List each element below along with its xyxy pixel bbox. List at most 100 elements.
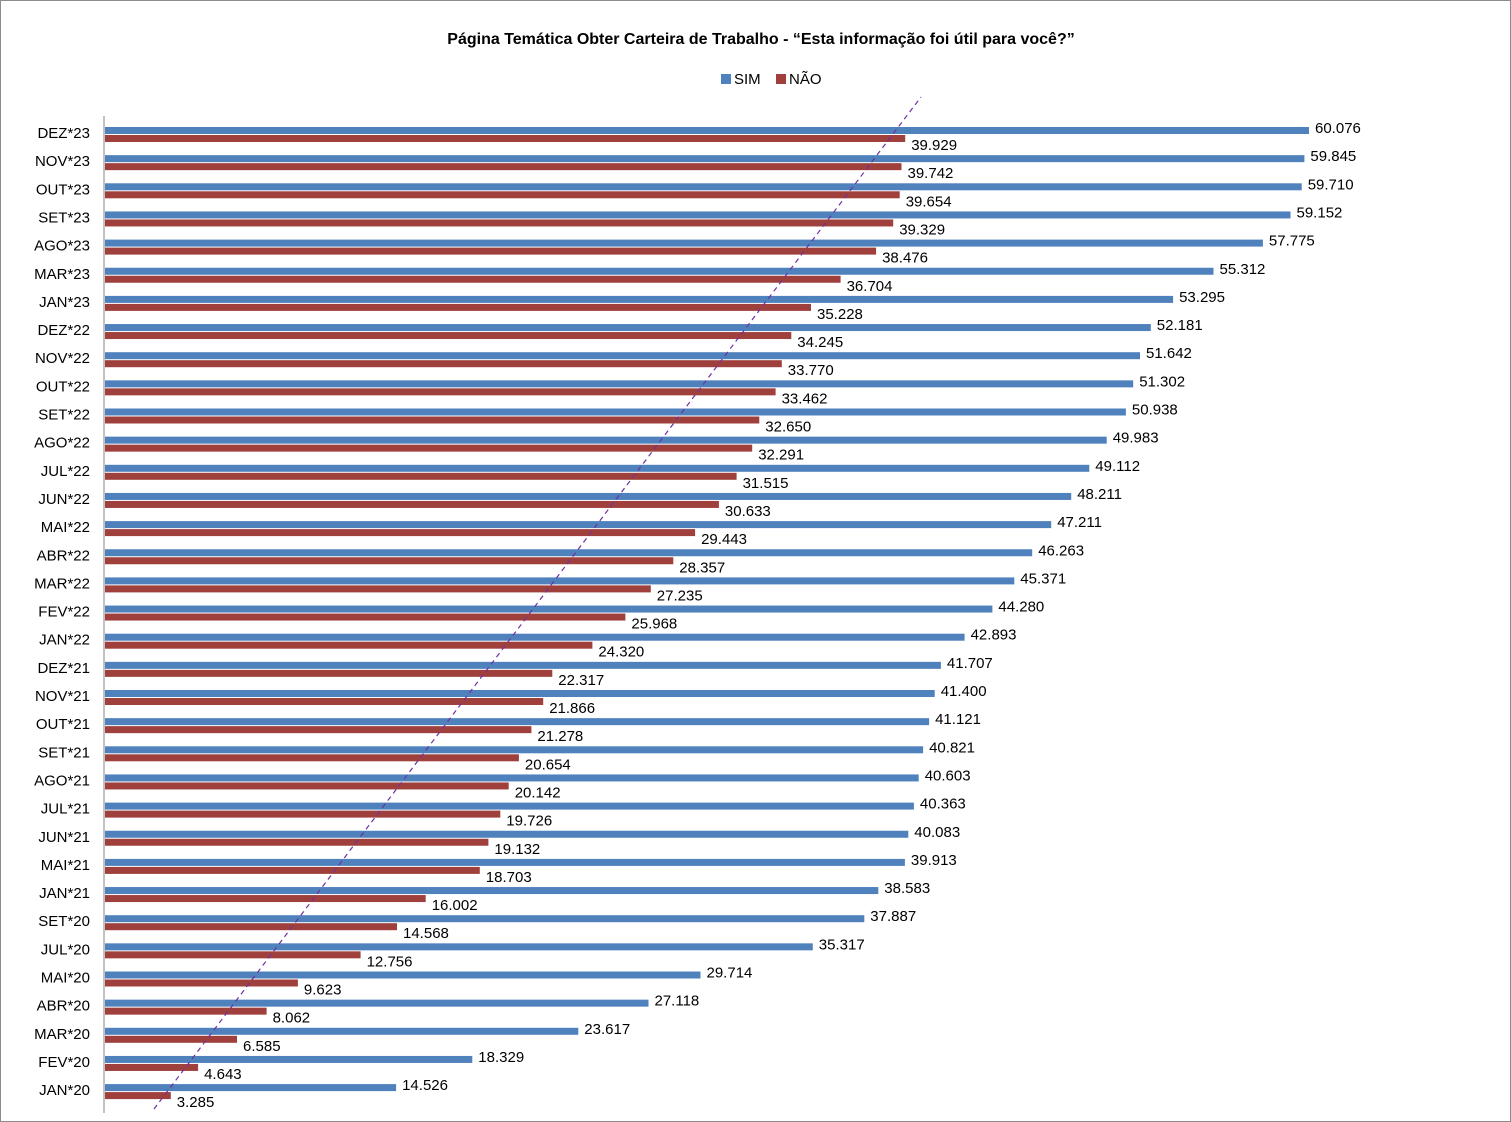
value-label-sim-abr-20: 27.118 xyxy=(655,993,700,1010)
category-label-dez-23: DEZ*23 xyxy=(37,125,90,142)
value-label-sim-nov-22: 51.642 xyxy=(1146,345,1192,362)
bar-sim-out-21 xyxy=(105,718,930,726)
bar-nao-ago-21 xyxy=(105,782,509,790)
bar-sim-jul-22 xyxy=(105,464,1090,472)
value-label-sim-mai-20: 29.714 xyxy=(707,965,753,982)
value-label-nao-abr-20: 8.062 xyxy=(273,1010,311,1027)
category-label-dez-22: DEZ*22 xyxy=(37,322,90,339)
bar-nao-nov-21 xyxy=(105,698,544,705)
category-label-fev-22: FEV*22 xyxy=(38,604,90,621)
bar-nao-out-23 xyxy=(105,191,900,199)
value-label-sim-dez-22: 52.181 xyxy=(1157,317,1203,334)
bar-nao-abr-22 xyxy=(105,557,674,565)
bar-sim-dez-23 xyxy=(105,127,1309,134)
bar-sim-fev-22 xyxy=(105,605,993,613)
category-label-jun-21: JUN*21 xyxy=(38,829,90,846)
bar-sim-set-20 xyxy=(105,915,865,923)
value-label-nao-set-20: 14.568 xyxy=(403,925,449,942)
value-label-nao-jun-21: 19.132 xyxy=(494,841,540,858)
bar-nao-jun-21 xyxy=(105,838,489,846)
category-label-jul-22: JUL*22 xyxy=(41,463,90,480)
bar-sim-jan-22 xyxy=(105,633,965,641)
bar-nao-fev-22 xyxy=(105,613,626,621)
value-label-sim-jan-20: 14.526 xyxy=(402,1077,448,1094)
value-label-nao-jun-22: 30.633 xyxy=(725,503,771,520)
bar-nao-mar-23 xyxy=(105,275,841,283)
value-label-sim-jul-21: 40.363 xyxy=(920,796,966,813)
value-label-sim-mar-23: 55.312 xyxy=(1220,261,1266,278)
bar-nao-jan-22 xyxy=(105,641,593,649)
category-label-nov-22: NOV*22 xyxy=(35,350,90,367)
bar-sim-jun-21 xyxy=(105,830,909,838)
value-label-nao-jul-22: 31.515 xyxy=(743,475,789,492)
value-label-nao-jan-20: 3.285 xyxy=(177,1094,215,1111)
category-label-set-23: SET*23 xyxy=(38,209,90,226)
category-label-nov-23: NOV*23 xyxy=(35,153,90,170)
legend-label-sim: SIM xyxy=(734,71,761,88)
value-label-sim-jan-21: 38.583 xyxy=(884,880,930,897)
bar-nao-dez-22 xyxy=(105,332,792,340)
bar-nao-jul-22 xyxy=(105,472,737,480)
bar-nao-mai-20 xyxy=(105,979,298,987)
value-label-nao-nov-22: 33.770 xyxy=(788,362,834,379)
value-label-sim-fev-20: 18.329 xyxy=(478,1049,524,1066)
value-label-sim-ago-21: 40.603 xyxy=(925,767,971,784)
category-label-mai-22: MAI*22 xyxy=(41,519,90,536)
bar-nao-out-21 xyxy=(105,726,532,734)
legend-label-nao: NÃO xyxy=(789,71,822,88)
value-label-nao-mar-22: 27.235 xyxy=(657,587,703,604)
bar-sim-set-21 xyxy=(105,746,924,754)
value-label-sim-ago-23: 57.775 xyxy=(1269,233,1315,250)
bar-nao-mar-22 xyxy=(105,585,651,593)
value-label-sim-out-22: 51.302 xyxy=(1139,373,1185,390)
value-label-nao-mai-22: 29.443 xyxy=(701,531,747,548)
bar-sim-ago-22 xyxy=(105,436,1107,444)
category-label-out-22: OUT*22 xyxy=(36,378,90,395)
value-label-sim-set-21: 40.821 xyxy=(929,739,975,756)
bar-nao-jan-21 xyxy=(105,895,426,903)
value-label-sim-nov-23: 59.845 xyxy=(1310,148,1356,165)
value-label-sim-fev-22: 44.280 xyxy=(998,599,1044,616)
category-label-fev-20: FEV*20 xyxy=(38,1054,90,1071)
bar-sim-dez-21 xyxy=(105,661,941,669)
value-label-nao-jan-22: 24.320 xyxy=(598,644,644,661)
bar-sim-jan-20 xyxy=(105,1084,397,1092)
category-label-ago-22: AGO*22 xyxy=(34,435,90,452)
value-label-sim-mai-22: 47.211 xyxy=(1057,514,1102,531)
value-label-nao-nov-23: 39.742 xyxy=(908,165,954,182)
bar-nao-jun-22 xyxy=(105,500,719,508)
bar-sim-jul-21 xyxy=(105,802,914,810)
value-label-nao-out-22: 33.462 xyxy=(782,390,828,407)
bar-nao-nov-23 xyxy=(105,163,902,171)
value-label-sim-set-22: 50.938 xyxy=(1132,402,1178,419)
value-label-sim-jul-22: 49.112 xyxy=(1095,458,1140,475)
category-label-abr-22: ABR*22 xyxy=(37,547,90,564)
bar-sim-ago-23 xyxy=(105,239,1263,247)
bar-sim-mai-20 xyxy=(105,971,701,979)
bar-nao-set-23 xyxy=(105,219,894,227)
value-label-nao-out-21: 21.278 xyxy=(537,728,583,745)
value-label-sim-jul-20: 35.317 xyxy=(819,936,865,953)
value-label-nao-dez-22: 34.245 xyxy=(797,334,843,351)
value-label-sim-jan-22: 42.893 xyxy=(971,627,1017,644)
bar-sim-set-23 xyxy=(105,211,1291,219)
bar-nao-jul-20 xyxy=(105,951,361,959)
category-label-jan-20: JAN*20 xyxy=(39,1082,90,1099)
bar-sim-nov-21 xyxy=(105,690,935,697)
value-label-nao-nov-21: 21.866 xyxy=(549,700,595,717)
bar-sim-jan-23 xyxy=(105,295,1174,303)
bar-sim-dez-22 xyxy=(105,324,1151,332)
value-label-sim-ago-22: 49.983 xyxy=(1113,430,1159,447)
bar-sim-nov-22 xyxy=(105,352,1140,360)
bar-nao-mar-20 xyxy=(105,1035,237,1043)
value-label-sim-dez-21: 41.707 xyxy=(947,655,993,672)
value-label-nao-dez-21: 22.317 xyxy=(558,672,604,689)
bar-sim-abr-20 xyxy=(105,999,649,1007)
value-label-sim-mai-21: 39.913 xyxy=(911,852,957,869)
value-label-nao-out-23: 39.654 xyxy=(906,193,952,210)
bar-sim-out-23 xyxy=(105,183,1302,191)
bar-nao-out-22 xyxy=(105,388,776,396)
value-label-nao-mar-20: 6.585 xyxy=(243,1038,281,1055)
